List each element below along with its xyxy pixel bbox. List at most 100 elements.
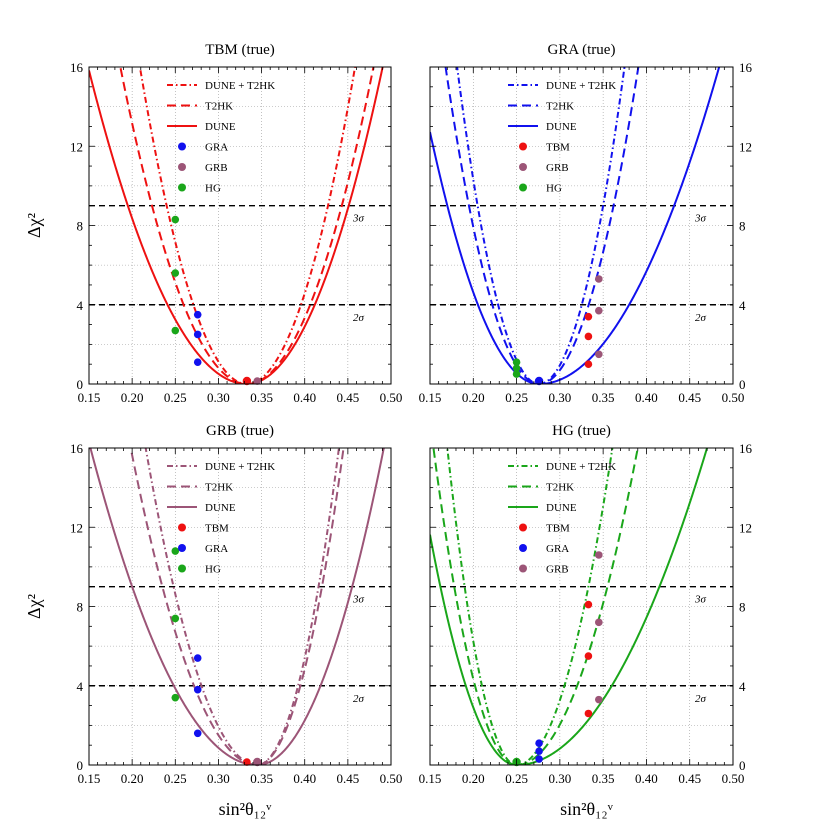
legend: DUNE + T2HK T2HK DUNE TBM GRA GRB	[508, 461, 616, 576]
legend-label: T2HK	[546, 482, 574, 494]
y-tick-label: 12	[739, 139, 752, 154]
sigma-label: 2σ	[353, 693, 365, 705]
marker-point-gra	[193, 330, 202, 339]
marker-point-gra	[193, 729, 202, 738]
y-tick-label: 8	[77, 219, 84, 234]
marker-point-tbm	[584, 652, 593, 660]
true-point-marker	[253, 757, 262, 767]
sigma-label: 3σ	[694, 594, 707, 606]
legend-marker	[178, 163, 186, 171]
legend-label: T2HK	[546, 101, 574, 113]
legend: DUNE + T2HK T2HK DUNE TBM GRB HG	[508, 80, 616, 195]
chart-panel-hg: 2σ 3σ 0.15 0.20 0.25 0.30 0.35 0.40 0.45 0.500 4 8 1…	[419, 423, 753, 819]
legend-label: DUNE	[205, 502, 236, 514]
marker-point-grb	[595, 350, 603, 359]
x-tick-label: 0.30	[548, 771, 571, 786]
x-tick-label: 0.30	[548, 390, 571, 405]
panel-title: TBM (true)	[205, 42, 275, 58]
legend-marker	[178, 544, 186, 552]
x-axis-label: sin²θ₁₂ᵛ	[219, 799, 273, 819]
marker-point-tbm	[584, 600, 593, 609]
marker-point-hg	[171, 215, 180, 224]
grid	[429, 447, 734, 766]
y-tick-label: 0	[77, 377, 84, 392]
sigma-label: 3σ	[352, 594, 365, 606]
marker-point-hg	[171, 269, 180, 277]
chart-panel-tbm: 2σ 3σ 0.15 0.20 0.25 0.30 0.35 0.40 0.45 0.50 0 4 8 1…	[24, 42, 403, 405]
legend: DUNE + T2HK T2HK DUNE TBM GRA HG	[167, 461, 275, 576]
y-tick-label: 16	[739, 60, 753, 75]
y-tick-label: 0	[739, 758, 746, 773]
legend-label: TBM	[205, 523, 229, 535]
marker-point-tbm	[243, 758, 251, 766]
legend-marker	[519, 183, 527, 192]
series-curve-dune	[89, 448, 385, 765]
x-tick-label: 0.20	[121, 771, 144, 786]
legend-label: DUNE + T2HK	[205, 80, 275, 92]
legend-label: TBM	[546, 523, 570, 535]
x-tick-label: 0.35	[592, 771, 615, 786]
legend-label: DUNE + T2HK	[546, 80, 616, 92]
sigma-label: 3σ	[694, 213, 707, 225]
legend-label: HG	[205, 564, 221, 576]
chart-panel-grb: 2σ 3σ 0.15 0.20 0.25 0.30 0.35 0.40 0.45 0.50 0 4 8 1…	[24, 423, 402, 819]
x-tick-label: 0.25	[164, 390, 187, 405]
marker-point-hg	[171, 693, 180, 702]
legend-label: GRB	[205, 162, 228, 174]
x-tick-label: 0.45	[678, 771, 701, 786]
x-tick-label: 0.45	[678, 390, 701, 405]
x-tick-label: 0.40	[293, 771, 316, 786]
series-curve-dune	[430, 67, 721, 384]
marker-point-tbm	[584, 709, 593, 718]
y-tick-label: 12	[70, 139, 83, 154]
x-tick-label: 0.30	[207, 390, 230, 405]
true-point-marker	[242, 376, 252, 386]
series-curve-t2hk	[129, 448, 345, 765]
marker-point-gra	[193, 358, 202, 367]
x-tick-label: 0.40	[635, 390, 658, 405]
legend: DUNE + T2HK T2HK DUNE GRA GRB HG	[167, 80, 275, 195]
marker-point-gra	[535, 747, 543, 755]
y-tick-label: 16	[70, 441, 84, 456]
y-tick-label: 4	[739, 298, 746, 313]
legend-label: T2HK	[205, 482, 233, 494]
x-tick-label: 0.20	[462, 390, 485, 405]
x-tick-label: 0.15	[419, 390, 442, 405]
legend-marker	[178, 183, 186, 192]
x-tick-label: 0.30	[207, 771, 230, 786]
y-tick-label: 16	[70, 60, 84, 75]
sigma-label: 2σ	[695, 693, 707, 705]
legend-marker	[519, 564, 527, 573]
marker-point-grb	[595, 275, 603, 283]
x-tick-label: 0.25	[505, 771, 528, 786]
x-tick-label: 0.25	[164, 771, 187, 786]
marker-point-grb	[595, 551, 603, 559]
y-tick-label: 0	[739, 377, 746, 392]
y-tick-label: 8	[739, 219, 746, 234]
marker-point-grb	[595, 695, 603, 704]
x-tick-label: 0.50	[722, 771, 745, 786]
series-curve-t2hk	[432, 448, 639, 765]
legend-label: DUNE + T2HK	[205, 461, 275, 473]
legend-marker	[519, 544, 527, 552]
y-tick-label: 16	[739, 441, 753, 456]
marker-point-tbm	[584, 360, 593, 368]
true-point-marker	[534, 376, 544, 386]
legend-label: GRA	[205, 142, 228, 154]
x-tick-label: 0.40	[293, 390, 316, 405]
y-axis-label: Δχ²	[24, 594, 44, 619]
marker-point-hg	[171, 326, 180, 335]
marker-point-gra	[193, 654, 202, 662]
sigma-label: 2σ	[695, 312, 707, 324]
marker-point-grb	[253, 377, 262, 385]
x-axis-label: sin²θ₁₂ᵛ	[560, 799, 614, 819]
x-tick-label: 0.45	[336, 390, 359, 405]
legend-label: GRB	[546, 564, 569, 576]
x-tick-label: 0.50	[380, 390, 403, 405]
marker-point-hg	[171, 547, 180, 555]
grid	[429, 66, 734, 385]
chart-panel-gra: 2σ 3σ 0.15 0.20 0.25 0.30 0.35 0.40 0.45 0.500 4 8 1…	[419, 42, 753, 405]
legend-label: GRB	[546, 162, 569, 174]
panel-title: GRA (true)	[548, 42, 616, 58]
